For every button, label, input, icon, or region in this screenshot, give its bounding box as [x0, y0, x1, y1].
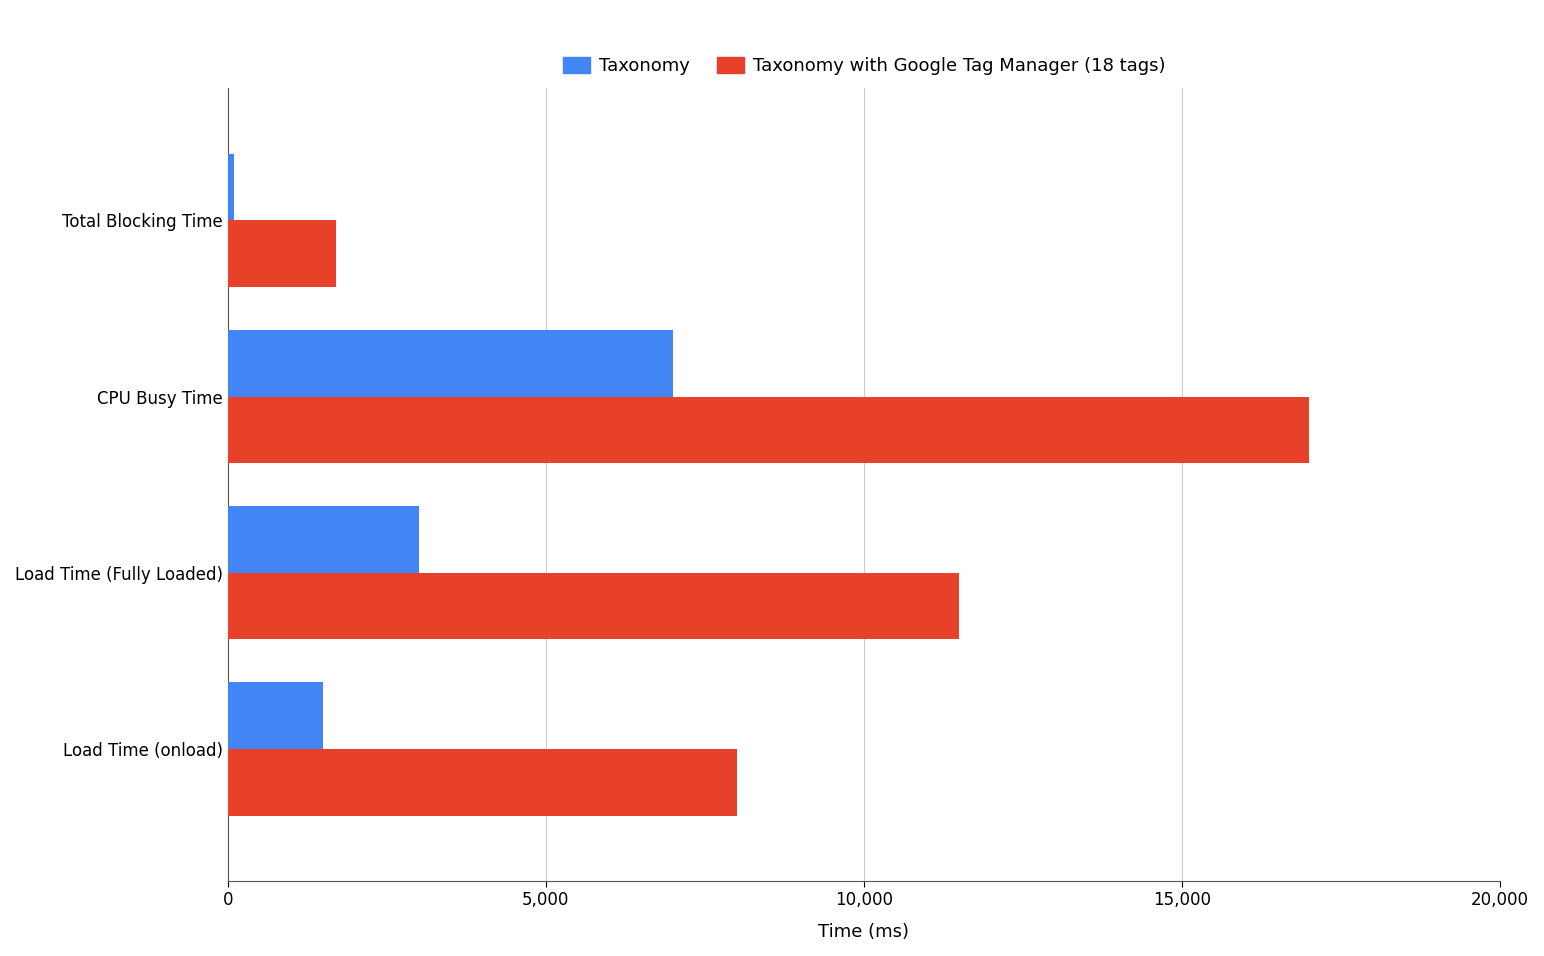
Bar [229, 682, 323, 749]
Bar [229, 330, 673, 397]
Bar [229, 221, 337, 288]
Bar [229, 749, 736, 815]
Bar [229, 154, 235, 221]
Bar [229, 573, 959, 640]
Bar [229, 506, 418, 573]
Legend: Taxonomy, Taxonomy with Google Tag Manager (18 tags): Taxonomy, Taxonomy with Google Tag Manag… [556, 50, 1172, 82]
Bar [229, 397, 1309, 464]
X-axis label: Time (ms): Time (ms) [818, 923, 909, 941]
